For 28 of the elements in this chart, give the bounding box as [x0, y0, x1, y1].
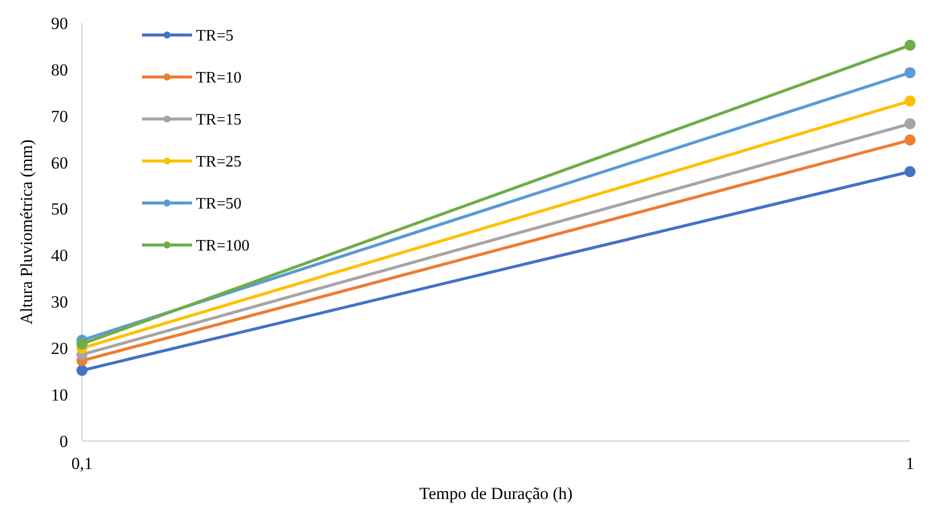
- y-axis-title: Altura Pluviométrica (mm): [17, 139, 36, 325]
- legend-label: TR=25: [196, 154, 242, 171]
- y-tick-label: 90: [51, 14, 68, 33]
- legend-label: TR=10: [196, 70, 242, 87]
- legend-label: TR=15: [196, 112, 242, 129]
- y-tick-label: 40: [51, 246, 68, 266]
- y-tick-label: 80: [51, 60, 68, 80]
- point: [904, 166, 916, 178]
- y-tick-label: 30: [51, 292, 68, 312]
- y-tick-label: 60: [51, 153, 68, 172]
- point: [904, 96, 916, 107]
- y-tick-label: 70: [51, 106, 68, 126]
- y-tick-label: 50: [51, 200, 68, 219]
- legend-label: TR=100: [196, 238, 250, 255]
- point: [76, 338, 88, 350]
- x-tick-label: 1: [906, 454, 914, 473]
- point: [76, 364, 88, 376]
- legend-label: TR=5: [196, 28, 234, 45]
- point: [904, 134, 916, 146]
- x-tick-label: 0,1: [71, 454, 93, 473]
- point: [904, 118, 916, 130]
- y-tick-label: 20: [51, 339, 68, 358]
- legend-label: TR=50: [196, 196, 242, 213]
- point: [904, 40, 916, 51]
- point: [904, 67, 916, 78]
- x-axis-title: Tempo de Duração (h): [419, 484, 573, 503]
- y-tick-label: 0: [60, 432, 68, 451]
- y-tick-label: 10: [51, 386, 68, 405]
